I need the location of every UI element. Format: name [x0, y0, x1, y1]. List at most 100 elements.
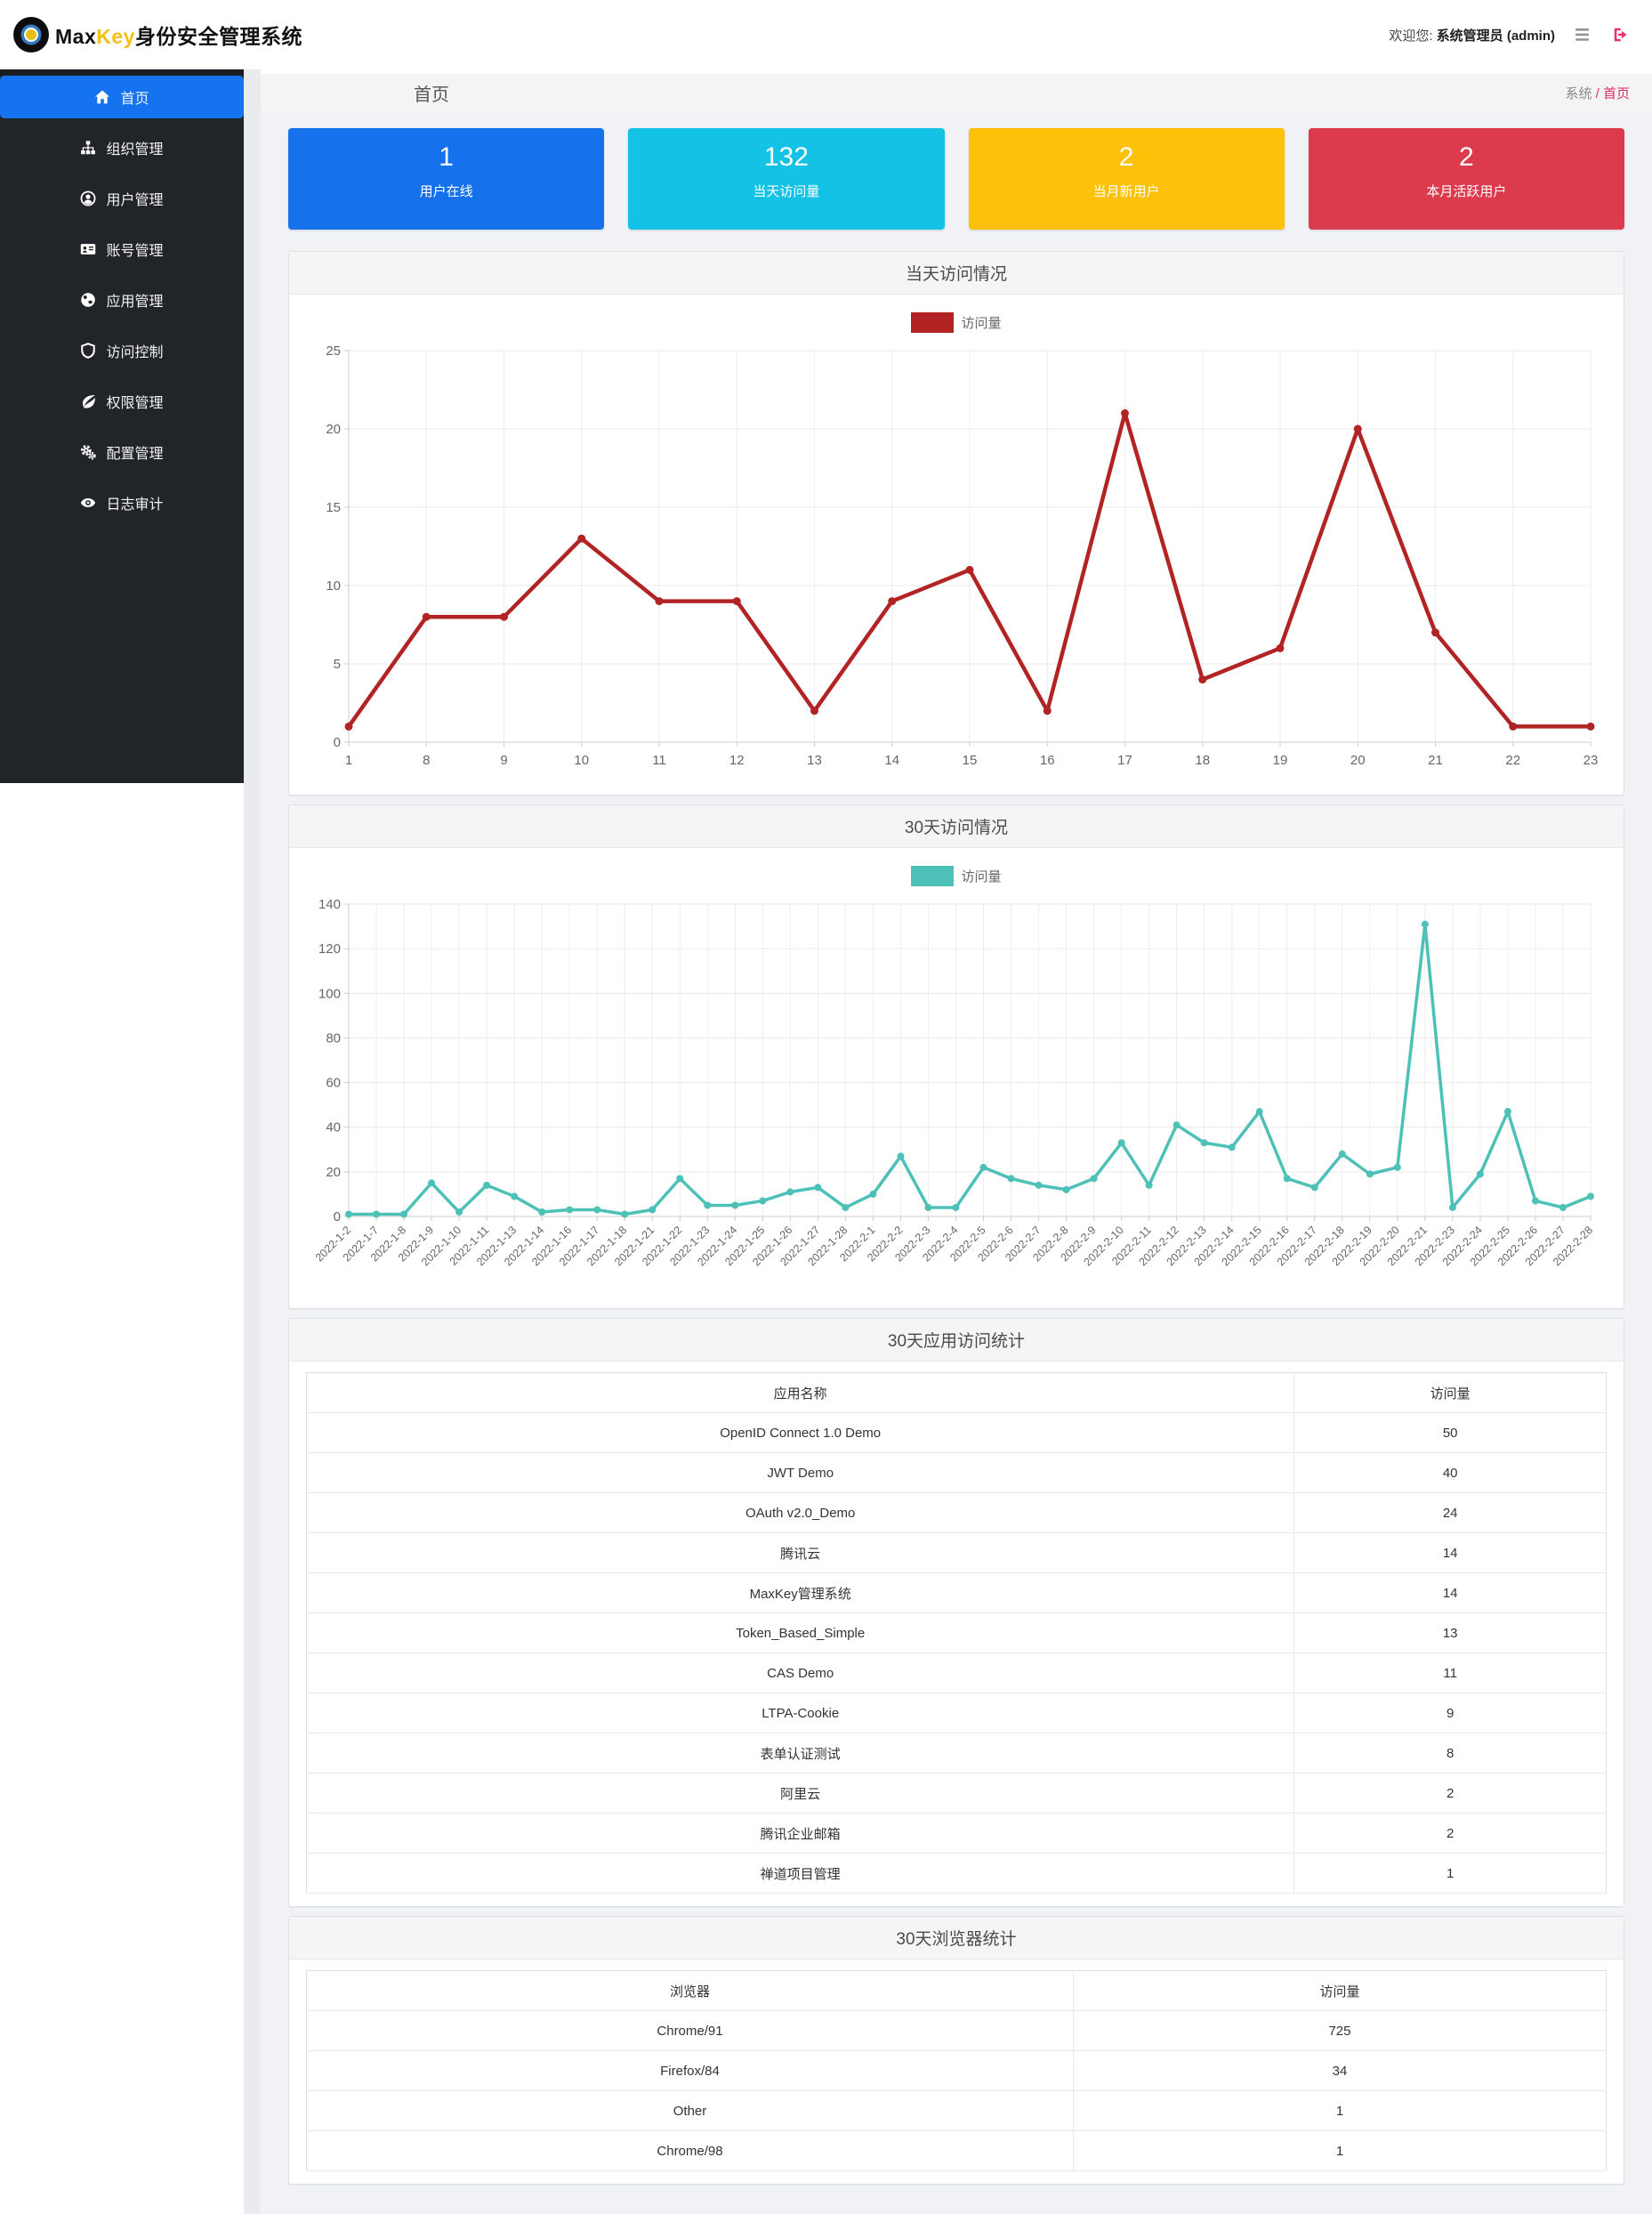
table-cell: Token_Based_Simple [306, 1612, 1295, 1653]
table-row: Chrome/91 725 [306, 2010, 1607, 2051]
table-row: 阿里云 2 [306, 1773, 1607, 1814]
sidebar-item-org[interactable]: 组织管理 [0, 126, 244, 169]
sidebar-item-user[interactable]: 用户管理 [0, 177, 244, 220]
breadcrumb-root[interactable]: 系统 [1565, 86, 1592, 101]
sitemap-icon [80, 140, 96, 156]
table-row: Firefox/84 34 [306, 2050, 1607, 2091]
table-cell: MaxKey管理系统 [306, 1572, 1295, 1613]
legend-swatch-red [911, 312, 955, 333]
table-cell: Chrome/91 [306, 2010, 1074, 2051]
svg-text:20: 20 [1350, 753, 1366, 768]
table-row: OpenID Connect 1.0 Demo 50 [306, 1412, 1607, 1453]
stat-label: 用户在线 [419, 184, 473, 199]
table-cell: 14 [1293, 1532, 1607, 1573]
table-cell: Firefox/84 [306, 2050, 1074, 2091]
table-cell: 50 [1293, 1412, 1607, 1453]
logout-icon[interactable] [1612, 27, 1629, 43]
table-row: JWT Demo 40 [306, 1452, 1607, 1493]
breadcrumb-current[interactable]: 首页 [1602, 86, 1630, 101]
sidebar-item-label: 首页 [120, 92, 149, 107]
browser-stats-card: 30天浏览器统计 浏览器 访问量 Chrome/91 725 Firefox/84 34 O… [288, 1916, 1624, 2185]
svg-text:15: 15 [326, 500, 341, 515]
table-cell: 34 [1073, 2050, 1607, 2091]
sidebar-item-audit[interactable]: 日志审计 [0, 481, 244, 524]
stat-cards: 1 用户在线 132 当天访问量 2 当月新用户 2 本月活跃用户 [288, 128, 1624, 230]
sidebar-item-app[interactable]: 应用管理 [0, 279, 244, 321]
sidebar-item-access[interactable]: 访问控制 [0, 329, 244, 372]
table-header-cell: 访问量 [1073, 1970, 1607, 2011]
eye-icon [80, 495, 96, 511]
sidebar-column: 首页组织管理用户管理账号管理应用管理访问控制权限管理配置管理日志审计 [0, 69, 244, 2214]
svg-text:11: 11 [652, 753, 666, 768]
table-cell: 8 [1293, 1733, 1607, 1774]
welcome-text: 欢迎您: 系统管理员 (admin) [1389, 28, 1555, 44]
table-row: 腾讯云 14 [306, 1532, 1607, 1573]
table-cell: Other [306, 2090, 1074, 2131]
table-cell: 腾讯企业邮箱 [306, 1813, 1295, 1854]
svg-text:120: 120 [318, 941, 341, 957]
browser-stats-table: 浏览器 访问量 Chrome/91 725 Firefox/84 34 Other 1 Chro… [306, 1970, 1607, 2171]
svg-text:20: 20 [326, 1165, 341, 1180]
stat-label: 当天访问量 [753, 184, 820, 199]
topbar: MaxKey身份安全管理系统 欢迎您: 系统管理员 (admin) [0, 0, 1652, 69]
table-row: 腾讯企业邮箱 2 [306, 1813, 1607, 1854]
user-icon [80, 190, 96, 206]
table-cell: 1 [1073, 2090, 1607, 2131]
svg-text:8: 8 [423, 753, 430, 768]
table-cell: LTPA-Cookie [306, 1693, 1295, 1733]
sidebar-item-perm[interactable]: 权限管理 [0, 380, 244, 423]
today-visits-title: 当天访问情况 [289, 252, 1624, 295]
svg-text:9: 9 [500, 753, 507, 768]
legend-swatch-teal [911, 866, 955, 886]
svg-text:22: 22 [1505, 753, 1520, 768]
table-cell: 14 [1293, 1572, 1607, 1613]
svg-text:0: 0 [334, 1209, 341, 1224]
idcard-icon [80, 241, 96, 257]
breadcrumb: 系统 / 首页 [1565, 84, 1652, 102]
sidebar-item-config[interactable]: 配置管理 [0, 431, 244, 473]
svg-text:14: 14 [884, 753, 899, 768]
main-content: 首页 系统 / 首页 1 用户在线 132 当天访问量 2 当月新用户 2 本月活跃用户 当天… [261, 69, 1652, 2214]
table-cell: 1 [1073, 2130, 1607, 2171]
stat-value: 2 [1118, 142, 1134, 172]
svg-text:0: 0 [334, 735, 341, 750]
month-visits-title: 30天访问情况 [289, 805, 1624, 848]
globe-icon [80, 292, 96, 308]
svg-text:5: 5 [334, 657, 341, 672]
stat-value: 1 [439, 142, 454, 172]
table-header-cell: 浏览器 [306, 1970, 1074, 2011]
table-row: OAuth v2.0_Demo 24 [306, 1492, 1607, 1533]
svg-text:19: 19 [1273, 753, 1288, 768]
table-cell: 725 [1073, 2010, 1607, 2051]
table-cell: OAuth v2.0_Demo [306, 1492, 1295, 1533]
table-cell: OpenID Connect 1.0 Demo [306, 1412, 1295, 1453]
leaf-icon [80, 393, 96, 409]
table-header-row: 应用名称 访问量 [306, 1372, 1607, 1413]
home-icon [94, 89, 110, 105]
gears-icon [80, 444, 97, 460]
maxkey-logo-icon [12, 16, 50, 53]
svg-text:12: 12 [729, 753, 745, 768]
sidebar-item-home[interactable]: 首页 [0, 76, 244, 118]
sidebar-item-label: 应用管理 [106, 295, 164, 310]
table-cell: Chrome/98 [306, 2130, 1074, 2171]
sidebar-item-label: 配置管理 [106, 447, 164, 462]
sidebar-nav: 首页组织管理用户管理账号管理应用管理访问控制权限管理配置管理日志审计 [0, 69, 244, 783]
svg-text:20: 20 [326, 422, 341, 437]
sidebar-item-account[interactable]: 账号管理 [0, 228, 244, 271]
table-row: CAS Demo 11 [306, 1652, 1607, 1693]
shield-icon [80, 343, 96, 359]
page-title: 首页 [414, 85, 449, 105]
menu-icon[interactable] [1575, 28, 1592, 42]
breadcrumb-separator: / [1592, 86, 1603, 101]
today-visits-legend: 访问量 [306, 312, 1607, 333]
table-cell: 9 [1293, 1693, 1607, 1733]
stat-card-2: 2 当月新用户 [968, 128, 1285, 230]
table-row: Token_Based_Simple 13 [306, 1612, 1607, 1653]
table-row: 禅道项目管理 1 [306, 1853, 1607, 1894]
stat-value: 132 [763, 142, 809, 172]
svg-text:140: 140 [318, 897, 341, 912]
month-visits-legend: 访问量 [306, 866, 1607, 886]
browser-stats-title: 30天浏览器统计 [289, 1917, 1624, 1959]
stat-value: 2 [1459, 142, 1474, 172]
